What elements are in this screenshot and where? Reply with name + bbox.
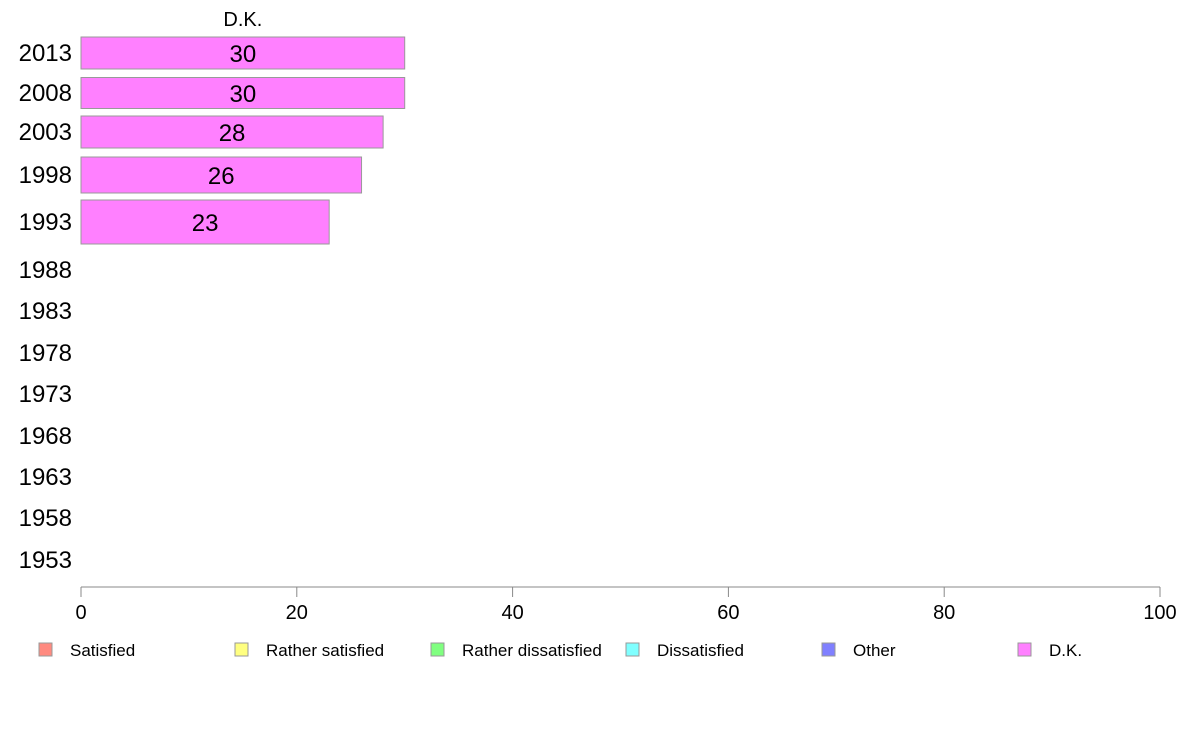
y-tick-label: 1983 — [19, 298, 72, 325]
bar-value-label: 23 — [192, 210, 219, 237]
y-tick-label: 1978 — [19, 340, 72, 367]
bar-value-label: 30 — [229, 81, 256, 108]
y-tick-label: 1958 — [19, 505, 72, 532]
x-tick-label: 20 — [286, 602, 308, 624]
y-axis-ticks: 2013 2008 2003 1998 1993 1988 1983 1978 1973 1968… — [19, 40, 72, 574]
legend-label: D.K. — [1049, 641, 1082, 660]
legend-swatch — [234, 642, 249, 657]
bar — [80, 115, 384, 149]
y-tick-label: 2003 — [19, 119, 72, 146]
y-tick-label: 1968 — [19, 423, 72, 450]
x-tick-label: 0 — [75, 602, 86, 624]
legend-label: Rather dissatisfied — [462, 641, 602, 660]
segment-top-label: D.K. — [223, 9, 262, 31]
legend-swatch — [625, 642, 640, 657]
bar — [80, 77, 406, 109]
legend-swatch — [1017, 642, 1032, 657]
legend-label: Rather satisfied — [266, 641, 384, 660]
x-tick-label: 100 — [1143, 602, 1176, 624]
bar — [80, 36, 406, 70]
bar-value-label: 28 — [219, 120, 246, 147]
y-tick-label: 1993 — [19, 209, 72, 236]
y-tick-label: 2013 — [19, 40, 72, 67]
x-tick-label: 40 — [501, 602, 523, 624]
bar-value-label: 26 — [208, 163, 235, 190]
bar — [80, 156, 363, 194]
y-tick-label: 2008 — [19, 80, 72, 107]
y-tick-label: 1953 — [19, 547, 72, 574]
bar — [80, 199, 330, 245]
top-labels: D.K. — [223, 9, 262, 31]
legend-label: Other — [853, 641, 896, 660]
x-tick-label: 80 — [933, 602, 955, 624]
legend-swatch — [430, 642, 445, 657]
x-axis: 0 20 40 60 80 100 — [75, 586, 1177, 624]
x-tick-label: 60 — [717, 602, 739, 624]
legend-swatch — [38, 642, 53, 657]
legend: Satisfied Rather satisfied Rather dissatis… — [38, 641, 1082, 660]
y-tick-label: 1973 — [19, 381, 72, 408]
legend-swatch — [821, 642, 836, 657]
bars: 30 30 28 26 23 — [80, 36, 406, 245]
bar-value-label: 30 — [229, 41, 256, 68]
y-tick-label: 1998 — [19, 162, 72, 189]
y-tick-label: 1963 — [19, 464, 72, 491]
legend-label: Dissatisfied — [657, 641, 744, 660]
y-tick-label: 1988 — [19, 257, 72, 284]
legend-label: Satisfied — [70, 641, 135, 660]
